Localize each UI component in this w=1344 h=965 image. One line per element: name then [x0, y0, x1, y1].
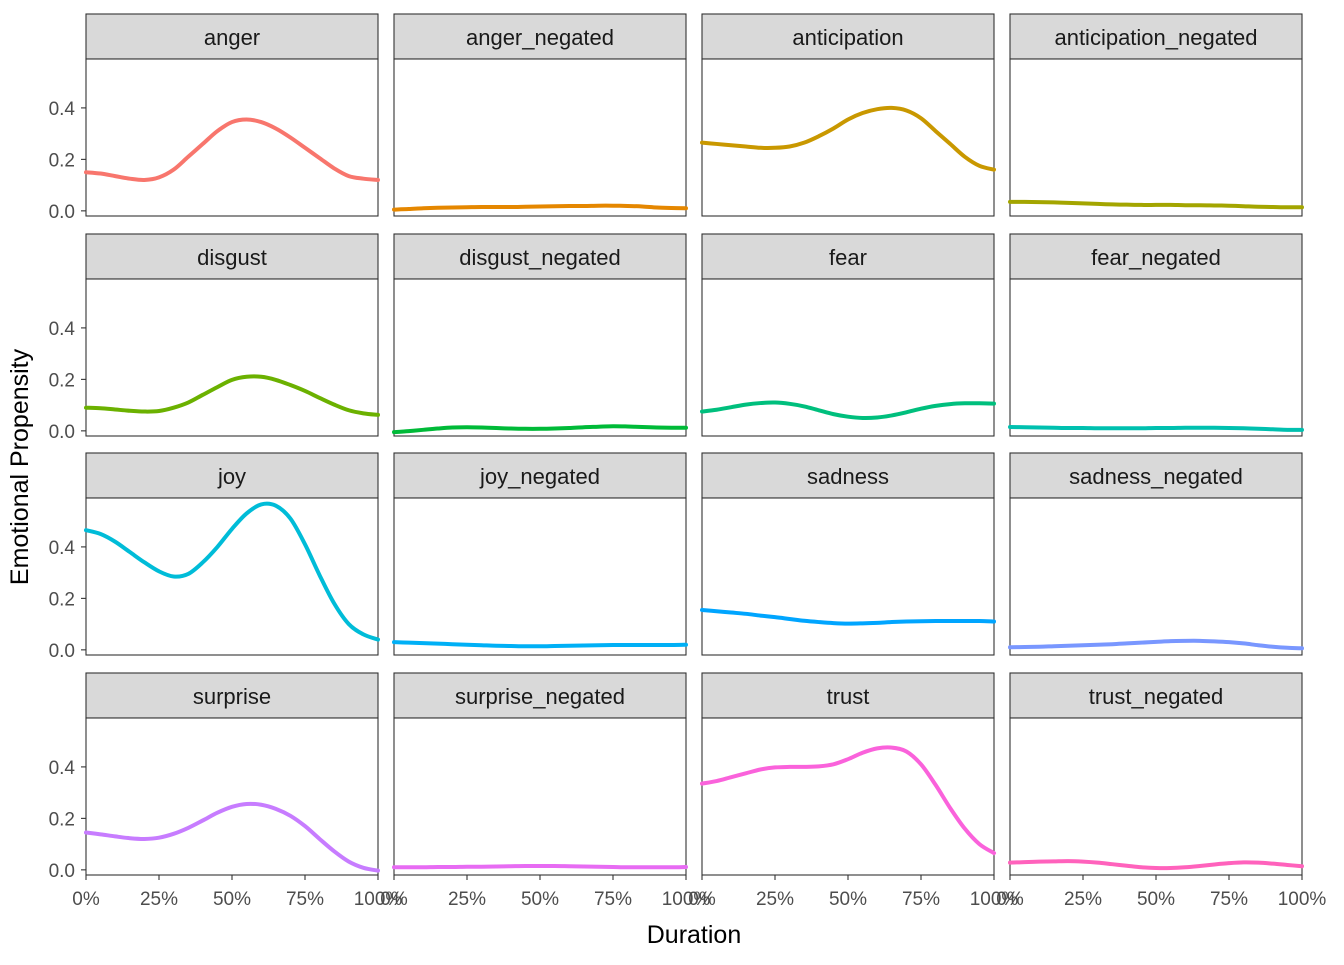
x-tick-label: 0%: [72, 889, 100, 910]
x-tick-label: 0%: [380, 889, 408, 910]
panel-joy-negated: [393, 497, 687, 656]
series-line-surprise: [84, 801, 380, 873]
y-tick-label: 0.4: [49, 319, 76, 340]
x-tick-label: 0%: [996, 889, 1024, 910]
y-tick-label: 0.4: [49, 758, 76, 779]
x-tick-label: 100%: [354, 889, 403, 910]
panel-fear-negated: [1009, 278, 1303, 437]
y-tick-label: 0.0: [49, 861, 75, 882]
facet-strip-trust-negated: [1009, 672, 1303, 719]
x-tick-label: 75%: [594, 889, 632, 910]
panel-anticipation-negated: [1009, 58, 1303, 217]
series-line-disgust-negated: [392, 424, 688, 435]
series-line-fear: [700, 400, 996, 421]
facet-label-disgust: disgust: [197, 245, 267, 270]
x-tick-label: 25%: [756, 889, 794, 910]
facet-strip-fear-negated: [1009, 233, 1303, 280]
facet-label-anger-negated: anger_negated: [466, 25, 614, 50]
series-line-trust: [700, 745, 996, 856]
facet-strip-sadness: [701, 452, 995, 499]
series-line-disgust: [84, 374, 380, 417]
panel-joy: [85, 497, 379, 656]
y-tick-label: 0.4: [49, 538, 76, 559]
panel-disgust-negated: [393, 278, 687, 437]
series-line-joy: [84, 501, 380, 642]
facet-strip-disgust-negated: [393, 233, 687, 280]
facet-strip-sadness-negated: [1009, 452, 1303, 499]
y-tick-label: 0.2: [49, 589, 75, 610]
x-tick-label: 75%: [1210, 889, 1248, 910]
series-line-anger: [84, 117, 380, 183]
panel-surprise-negated: [393, 717, 687, 876]
series-line-joy-negated: [392, 640, 688, 649]
panel-trust: [701, 717, 995, 876]
facet-label-disgust-negated: disgust_negated: [459, 245, 620, 270]
x-tick-label: 50%: [829, 889, 867, 910]
facet-strip-anger: [85, 13, 379, 60]
series-line-surprise-negated: [392, 863, 688, 870]
panel-anger: [85, 58, 379, 217]
facet-strip-joy-negated: [393, 452, 687, 499]
x-tick-label: 50%: [1137, 889, 1175, 910]
facet-label-anticipation-negated: anticipation_negated: [1054, 25, 1257, 50]
facet-strip-anticipation: [701, 13, 995, 60]
series-line-sadness-negated: [1008, 638, 1304, 651]
x-tick-label: 75%: [902, 889, 940, 910]
y-tick-label: 0.2: [49, 150, 75, 171]
x-tick-label: 0%: [688, 889, 716, 910]
facet-label-anticipation: anticipation: [792, 25, 903, 50]
facet-strip-anticipation-negated: [1009, 13, 1303, 60]
facet-label-surprise-negated: surprise_negated: [455, 684, 625, 709]
facet-strip-surprise: [85, 672, 379, 719]
y-tick-label: 0.0: [49, 641, 75, 662]
y-tick-label: 0.2: [49, 370, 75, 391]
x-tick-label: 100%: [1278, 889, 1327, 910]
facet-label-fear: fear: [829, 245, 867, 270]
x-tick-label: 75%: [286, 889, 324, 910]
facet-strip-fear: [701, 233, 995, 280]
facet-label-surprise: surprise: [193, 684, 271, 709]
facet-label-sadness-negated: sadness_negated: [1069, 464, 1243, 489]
x-tick-label: 50%: [213, 889, 251, 910]
x-tick-label: 100%: [970, 889, 1019, 910]
y-tick-label: 0.2: [49, 809, 75, 830]
facet-label-trust-negated: trust_negated: [1089, 684, 1224, 709]
panel-fear: [701, 278, 995, 437]
series-line-anticipation: [700, 105, 996, 172]
x-tick-label: 25%: [448, 889, 486, 910]
x-tick-label: 25%: [1064, 889, 1102, 910]
series-line-sadness: [700, 607, 996, 626]
y-tick-label: 0.0: [49, 202, 75, 223]
facet-label-joy-negated: joy_negated: [479, 464, 600, 489]
series-line-trust-negated: [1008, 859, 1304, 871]
facet-label-anger: anger: [204, 25, 260, 50]
series-line-anger-negated: [392, 203, 688, 212]
facet-strip-disgust: [85, 233, 379, 280]
panel-anticipation: [701, 58, 995, 217]
x-tick-label: 25%: [140, 889, 178, 910]
facet-strip-surprise-negated: [393, 672, 687, 719]
panel-anger-negated: [393, 58, 687, 217]
x-tick-label: 100%: [662, 889, 711, 910]
y-tick-label: 0.4: [49, 99, 76, 120]
panel-trust-negated: [1009, 717, 1303, 876]
facet-label-fear-negated: fear_negated: [1091, 245, 1221, 270]
series-line-fear-negated: [1008, 424, 1304, 432]
x-tick-label: 50%: [521, 889, 559, 910]
panel-sadness: [701, 497, 995, 656]
panel-sadness-negated: [1009, 497, 1303, 656]
facet-label-trust: trust: [827, 684, 870, 709]
y-axis-title: Emotional Propensity: [6, 348, 34, 585]
facet-label-joy: joy: [217, 464, 246, 489]
series-line-anticipation-negated: [1008, 199, 1304, 210]
facet-label-sadness: sadness: [807, 464, 889, 489]
y-tick-label: 0.0: [49, 422, 75, 443]
x-axis-title: Duration: [647, 921, 742, 949]
